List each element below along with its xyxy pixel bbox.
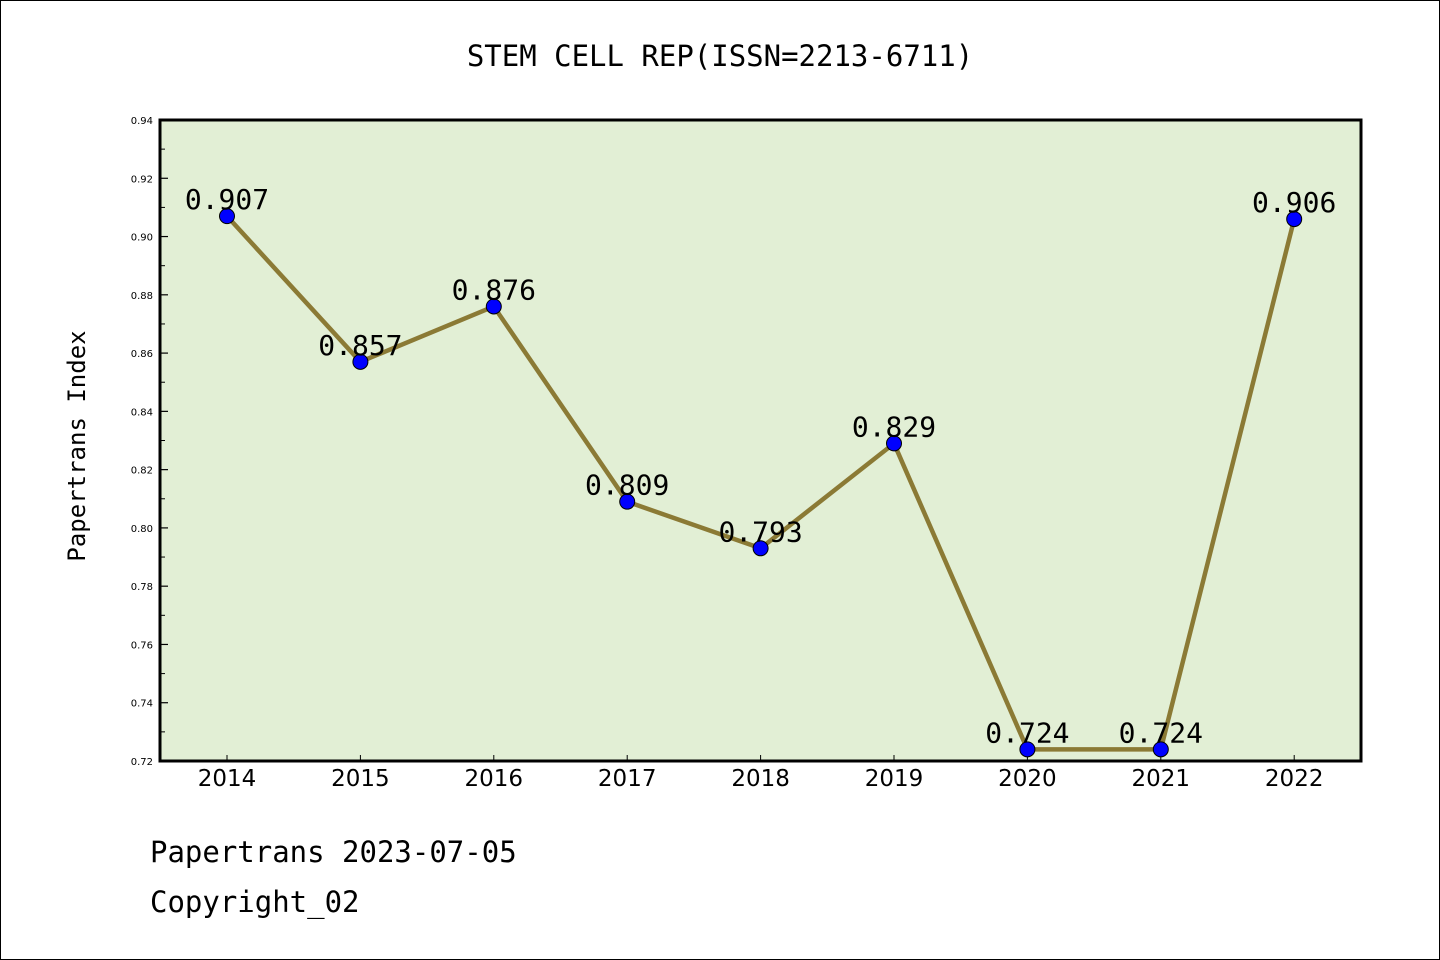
- data-point: [485, 298, 502, 315]
- x-tick-label: 2015: [331, 766, 390, 792]
- data-point: [1019, 741, 1036, 758]
- y-tick-label: 0.94: [131, 116, 153, 127]
- y-tick-label: 0.90: [131, 233, 153, 244]
- footer-date: Papertrans 2023-07-05: [150, 835, 517, 869]
- footer-copyright: Copyright_02: [150, 885, 360, 919]
- y-tick-label: 0.86: [131, 349, 153, 360]
- data-point: [1286, 211, 1303, 228]
- data-label: 0.793: [718, 515, 802, 548]
- plot-border: [158, 118, 1363, 763]
- data-point: [752, 540, 769, 557]
- data-point: [886, 435, 902, 452]
- data-label: 0.857: [318, 329, 402, 362]
- x-tick-label: 2019: [865, 766, 924, 792]
- x-tick-label: 2020: [998, 766, 1057, 792]
- y-tick-label: 0.92: [131, 174, 153, 185]
- x-tick-label: 2022: [1265, 766, 1324, 792]
- y-tick-label: 0.80: [131, 524, 153, 535]
- data-point: [1152, 741, 1169, 758]
- data-point: [219, 208, 235, 225]
- data-point: [352, 353, 369, 370]
- plot-background: [160, 120, 1361, 761]
- y-tick-label: 0.84: [131, 407, 153, 418]
- y-axis-label: Papertrans Index: [63, 330, 91, 561]
- y-tick-label: 0.82: [131, 466, 153, 477]
- y-tick-label: 0.78: [131, 582, 153, 593]
- data-label: 0.809: [585, 469, 669, 502]
- y-tick-label: 0.88: [131, 291, 153, 302]
- data-label: 0.829: [852, 410, 936, 443]
- y-tick-label: 0.72: [131, 757, 153, 768]
- x-tick-label: 2014: [198, 766, 257, 792]
- data-label: 0.907: [185, 183, 269, 216]
- data-label: 0.724: [1119, 716, 1203, 749]
- data-label: 0.876: [452, 273, 536, 306]
- chart-title: STEM CELL REP(ISSN=2213-6711): [467, 39, 973, 73]
- x-tick-label: 2016: [465, 766, 524, 792]
- x-tick-label: 2017: [598, 766, 657, 792]
- data-label: 0.724: [985, 716, 1069, 749]
- y-tick-label: 0.76: [131, 640, 153, 651]
- x-tick-label: 2018: [731, 766, 790, 792]
- data-point: [619, 493, 636, 510]
- y-tick-label: 0.74: [131, 699, 153, 710]
- data-label: 0.906: [1252, 186, 1336, 219]
- x-tick-label: 2021: [1132, 766, 1191, 792]
